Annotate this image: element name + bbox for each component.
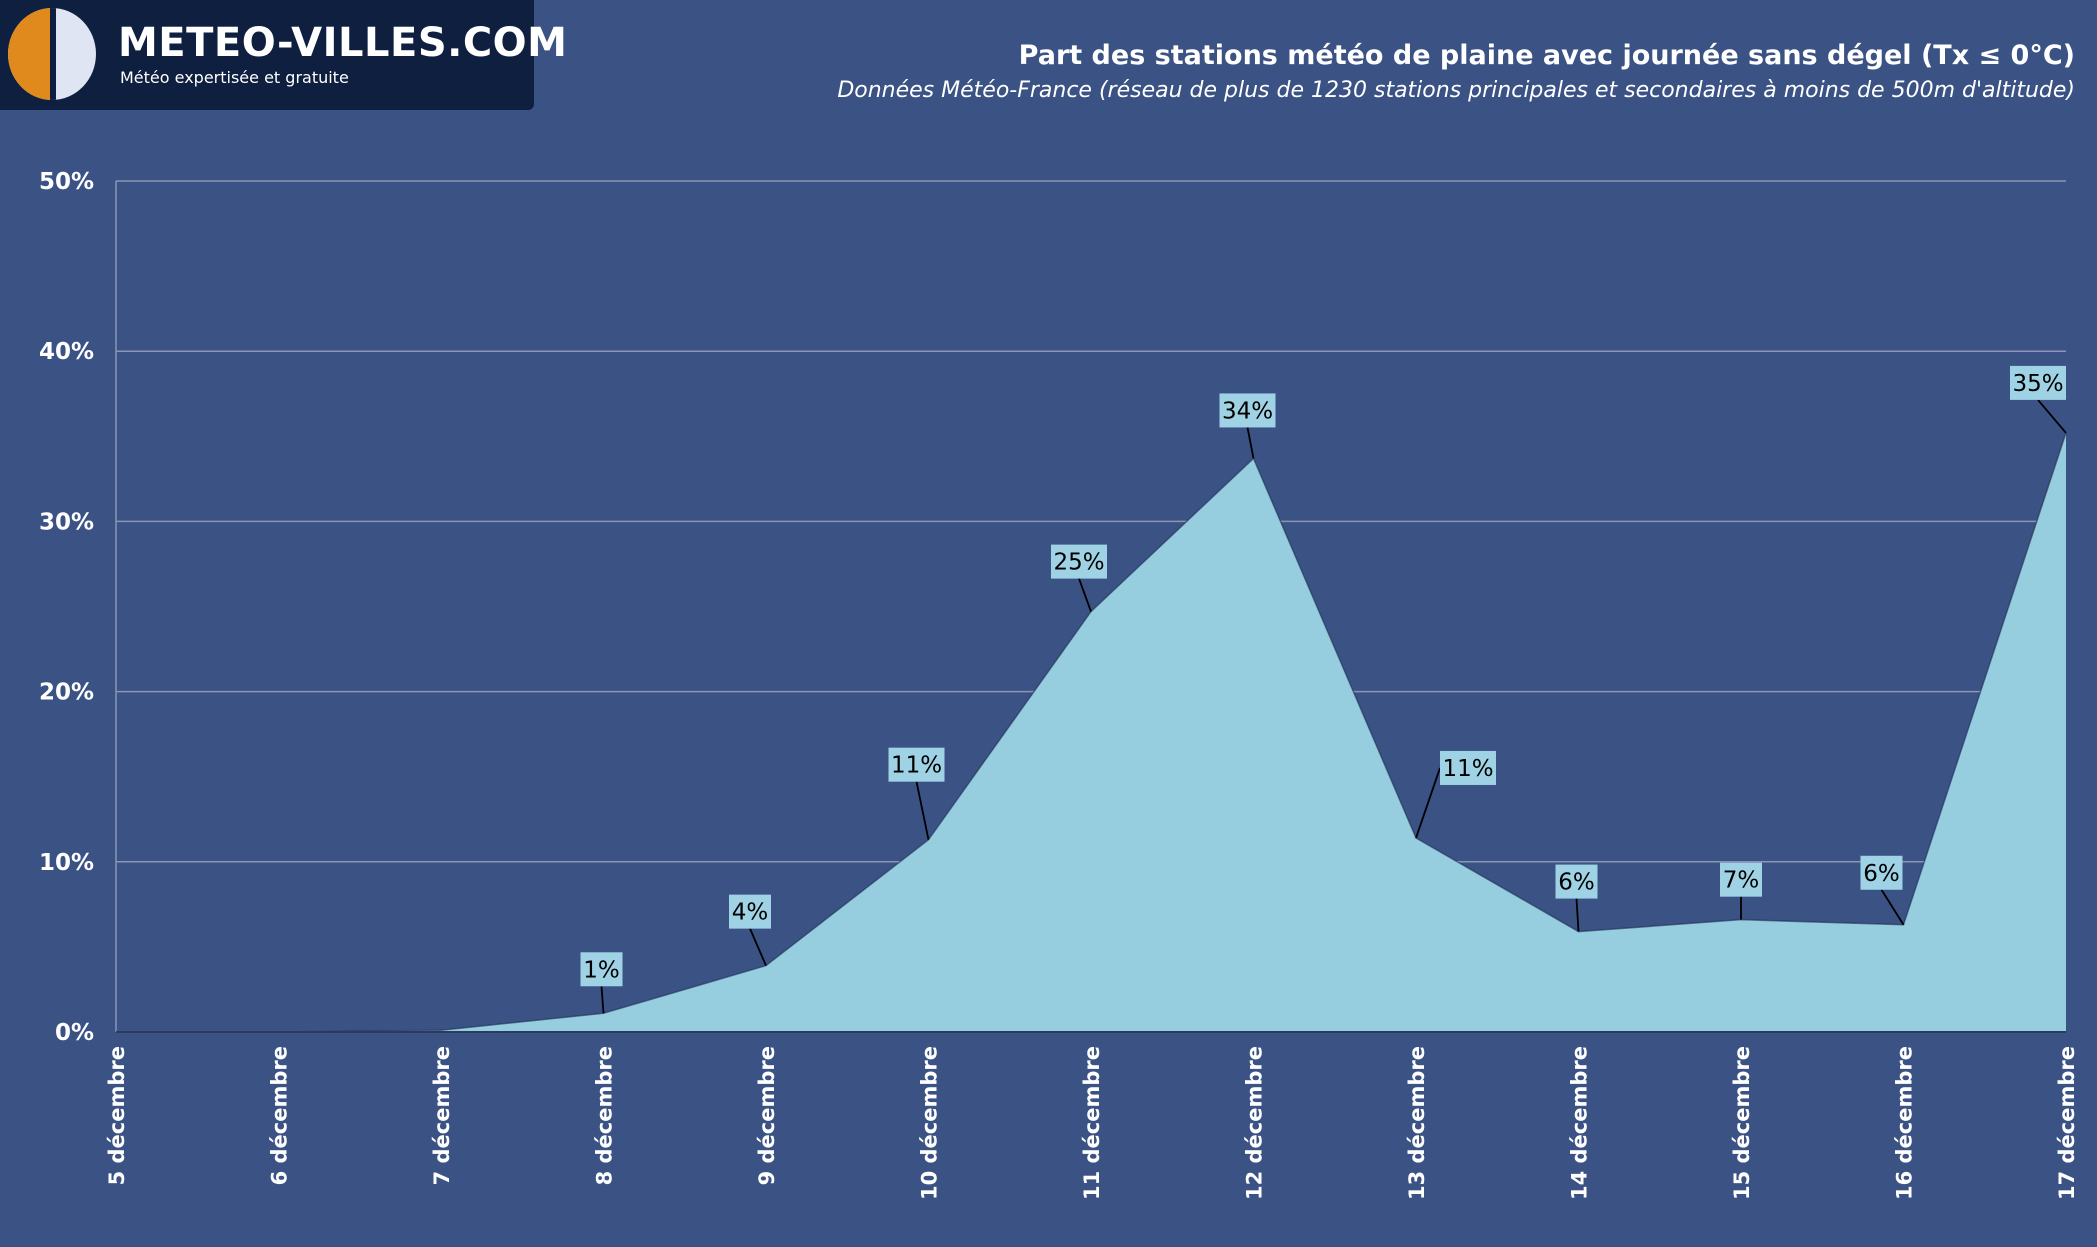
data-labels: 1% 4% 11% 25% 34% 11% 6% 7% 6% 35% (580, 365, 2067, 1014)
y-axis-ticks: 0% 10% 20% 30% 40% 50% (39, 169, 94, 1046)
x-tick-label: 12 décembre (1243, 1046, 1267, 1200)
x-tick-label: 11 décembre (1080, 1046, 1104, 1200)
data-label: 6% (1863, 861, 1900, 887)
data-label: 34% (1222, 398, 1273, 424)
x-tick-label: 13 décembre (1405, 1046, 1429, 1200)
x-axis-ticks: 5 décembre 6 décembre 7 décembre 8 décembre… (105, 1046, 2079, 1200)
y-tick-label: 0% (55, 1020, 94, 1046)
x-tick-label: 9 décembre (755, 1046, 779, 1185)
area-fill (116, 432, 2066, 1032)
data-label: 1% (583, 957, 620, 983)
data-label-box (1440, 750, 1496, 785)
logo-subtitle: Météo expertisée et gratuite (120, 68, 349, 87)
data-label: 11% (1442, 756, 1493, 782)
logo-title: METEO-VILLES.COM (118, 20, 568, 66)
x-tick-label: 10 décembre (918, 1046, 942, 1200)
chart-title: Part des stations météo de plaine avec j… (1018, 40, 2075, 71)
data-label: 11% (891, 753, 942, 779)
x-tick-label: 16 décembre (1893, 1046, 1917, 1200)
data-label-leader (600, 986, 605, 1014)
area-series (116, 432, 2067, 1033)
y-tick-label: 50% (39, 169, 94, 195)
logo: METEO-VILLES.COM Météo expertisée et gra… (0, 0, 567, 110)
data-label-leader (1880, 889, 1905, 926)
y-tick-label: 20% (39, 680, 94, 706)
y-tick-label: 30% (39, 509, 94, 535)
data-label-box (2010, 365, 2066, 400)
data-label-box (729, 894, 771, 929)
data-label-leader (915, 781, 930, 840)
data-label-leader (749, 928, 767, 966)
data-label: 4% (732, 900, 769, 926)
x-tick-label: 8 décembre (593, 1046, 617, 1185)
data-label-leader (1246, 427, 1255, 459)
x-tick-label: 17 décembre (2055, 1046, 2079, 1200)
x-tick-label: 6 décembre (268, 1046, 292, 1185)
y-tick-label: 10% (39, 850, 94, 876)
x-tick-label: 5 décembre (105, 1046, 129, 1185)
data-label-leader (2037, 399, 2067, 434)
data-label-leader (1078, 578, 1092, 612)
chart-subtitle: Données Météo-France (réseau de plus de … (837, 78, 2075, 103)
data-label: 7% (1723, 868, 1760, 894)
data-label: 35% (2012, 371, 2063, 397)
logo-icon (8, 8, 96, 100)
data-label-box (1720, 862, 1762, 897)
data-label: 6% (1558, 870, 1595, 896)
data-label-box (1219, 393, 1276, 428)
y-tick-label: 40% (39, 339, 94, 365)
data-label-box (580, 952, 623, 987)
data-label-box (1555, 864, 1598, 899)
data-label-box (888, 747, 945, 782)
x-tick-label: 15 décembre (1730, 1046, 1754, 1200)
data-label-box (1860, 855, 1903, 890)
data-label-box (1051, 544, 1107, 579)
x-tick-label: 14 décembre (1568, 1046, 1592, 1200)
data-label-leader (1575, 898, 1580, 932)
x-tick-label: 7 décembre (430, 1046, 454, 1185)
data-label: 25% (1053, 550, 1104, 576)
data-label-leader (1415, 767, 1441, 839)
